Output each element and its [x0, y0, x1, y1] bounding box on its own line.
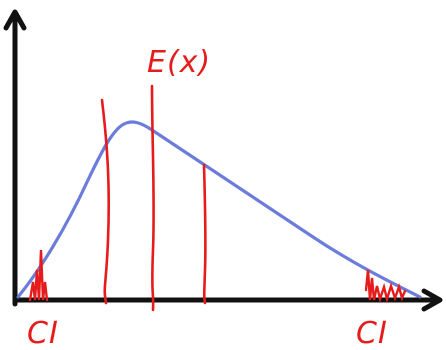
y-axis-arrowhead [3, 9, 27, 31]
expected-value-label: E(x) [147, 45, 211, 80]
marker-line-expected-value [150, 84, 155, 312]
axes [3, 9, 443, 312]
ci-scribbles [28, 249, 407, 304]
ci-left-scribble [28, 249, 49, 302]
ci-right-scribble [364, 269, 407, 304]
marker-line-left [100, 98, 111, 305]
ci-left-label: CI [27, 316, 59, 350]
vertical-markers [100, 84, 207, 312]
x-axis-arrowhead [421, 288, 443, 312]
distribution-curve [16, 120, 422, 299]
labels: E(x) CI CI [27, 45, 388, 350]
ci-right-label: CI [356, 316, 388, 350]
marker-line-right [202, 163, 207, 305]
